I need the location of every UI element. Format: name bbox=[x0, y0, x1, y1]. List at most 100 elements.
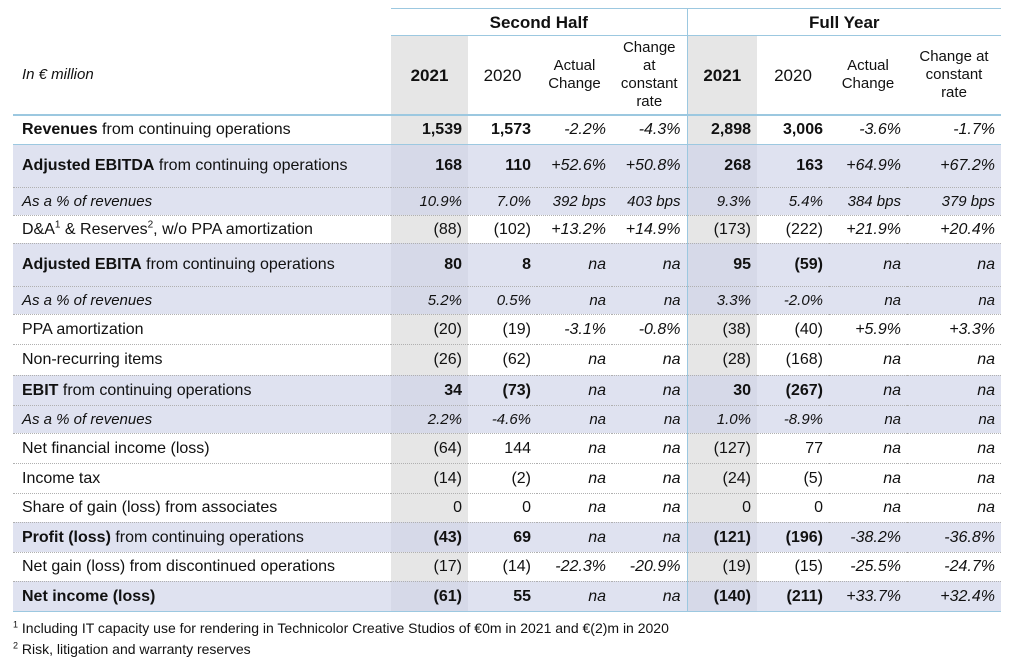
cell: +14.9% bbox=[612, 215, 687, 244]
cell: na bbox=[537, 433, 612, 464]
financial-table: Second Half Full Year In € million 2021 … bbox=[13, 8, 1001, 612]
cell: (5) bbox=[757, 463, 829, 494]
cell: 55 bbox=[468, 581, 537, 612]
cell: na bbox=[907, 375, 1001, 406]
row-label: As a % of revenues bbox=[13, 286, 391, 315]
cell: (59) bbox=[757, 243, 829, 287]
cell: 403 bps bbox=[612, 187, 687, 216]
cell: -4.6% bbox=[468, 405, 537, 434]
cell: (15) bbox=[757, 552, 829, 582]
cell: na bbox=[829, 493, 907, 523]
cell: -0.8% bbox=[612, 314, 687, 345]
cell: (43) bbox=[391, 522, 468, 553]
row-ppa-amortization: PPA amortization (20) (19) -3.1% -0.8% (… bbox=[13, 314, 1001, 345]
cell: +32.4% bbox=[907, 581, 1001, 612]
cell: 268 bbox=[686, 144, 757, 188]
cell: na bbox=[537, 243, 612, 287]
row-adjusted-ebitda: Adjusted EBITDA from continuing operatio… bbox=[13, 144, 1001, 188]
row-ebit: EBIT from continuing operations 34 (73) … bbox=[13, 375, 1001, 406]
cell: 0 bbox=[391, 493, 468, 523]
cell: na bbox=[537, 463, 612, 494]
cell: na bbox=[829, 375, 907, 406]
row-adjusted-ebita: Adjusted EBITA from continuing operation… bbox=[13, 243, 1001, 287]
cell: na bbox=[907, 433, 1001, 464]
cell: +50.8% bbox=[612, 144, 687, 188]
col-fy-2020: 2020 bbox=[757, 35, 829, 116]
row-label: As a % of revenues bbox=[13, 405, 391, 434]
cell: na bbox=[829, 286, 907, 315]
cell: (62) bbox=[468, 344, 537, 376]
cell: -3.1% bbox=[537, 314, 612, 345]
cell: 0.5% bbox=[468, 286, 537, 315]
row-label: Net gain (loss) from discontinued operat… bbox=[13, 552, 391, 582]
cell: na bbox=[612, 522, 687, 553]
cell: na bbox=[907, 243, 1001, 287]
cell: 110 bbox=[468, 144, 537, 188]
cell: (26) bbox=[391, 344, 468, 376]
row-non-recurring: Non-recurring items (26) (62) na na (28)… bbox=[13, 344, 1001, 376]
cell: (121) bbox=[686, 522, 757, 553]
row-label: Adjusted EBITA from continuing operation… bbox=[13, 243, 391, 287]
row-label: Non-recurring items bbox=[13, 344, 391, 376]
row-label: D&A1 & Reserves2, w/o PPA amortization bbox=[13, 215, 391, 244]
cell: -1.7% bbox=[907, 115, 1001, 145]
cell: 1.0% bbox=[686, 405, 757, 434]
cell: 8 bbox=[468, 243, 537, 287]
cell: 392 bps bbox=[537, 187, 612, 216]
cell: 0 bbox=[686, 493, 757, 523]
cell: (2) bbox=[468, 463, 537, 494]
cell: +52.6% bbox=[537, 144, 612, 188]
cell: na bbox=[537, 581, 612, 612]
cell: 1,573 bbox=[468, 115, 537, 145]
cell: na bbox=[612, 243, 687, 287]
financial-table-container: Second Half Full Year In € million 2021 … bbox=[13, 8, 1001, 612]
row-net-financial: Net financial income (loss) (64) 144 na … bbox=[13, 433, 1001, 464]
cell: na bbox=[612, 405, 687, 434]
cell: 2.2% bbox=[391, 405, 468, 434]
col-fy-actual-change: Actual Change bbox=[829, 35, 907, 116]
unit-label: In € million bbox=[13, 35, 391, 116]
row-label: Share of gain (loss) from associates bbox=[13, 493, 391, 523]
full-year-header: Full Year bbox=[686, 8, 1001, 36]
cell: -2.0% bbox=[757, 286, 829, 315]
col-h2-2021: 2021 bbox=[391, 35, 468, 116]
cell: (173) bbox=[686, 215, 757, 244]
cell: 0 bbox=[757, 493, 829, 523]
cell: -38.2% bbox=[829, 522, 907, 553]
cell: na bbox=[829, 433, 907, 464]
cell: +33.7% bbox=[829, 581, 907, 612]
cell: na bbox=[907, 405, 1001, 434]
cell: (73) bbox=[468, 375, 537, 406]
cell: na bbox=[612, 463, 687, 494]
row-associates: Share of gain (loss) from associates 0 0… bbox=[13, 493, 1001, 523]
cell: na bbox=[829, 463, 907, 494]
cell: na bbox=[537, 493, 612, 523]
col-fy-change-constant: Change at constant rate bbox=[907, 35, 1001, 116]
cell: (28) bbox=[686, 344, 757, 376]
second-half-header: Second Half bbox=[391, 8, 687, 36]
cell: (38) bbox=[686, 314, 757, 345]
cell: 144 bbox=[468, 433, 537, 464]
row-ebitda-margin: As a % of revenues 10.9% 7.0% 392 bps 40… bbox=[13, 187, 1001, 216]
cell: 1,539 bbox=[391, 115, 468, 145]
cell: +13.2% bbox=[537, 215, 612, 244]
row-label: Net financial income (loss) bbox=[13, 433, 391, 464]
cell: (222) bbox=[757, 215, 829, 244]
cell: (14) bbox=[391, 463, 468, 494]
cell: 30 bbox=[686, 375, 757, 406]
cell: (14) bbox=[468, 552, 537, 582]
cell: (127) bbox=[686, 433, 757, 464]
cell: +5.9% bbox=[829, 314, 907, 345]
cell: (19) bbox=[686, 552, 757, 582]
cell: -36.8% bbox=[907, 522, 1001, 553]
cell: (168) bbox=[757, 344, 829, 376]
cell: (19) bbox=[468, 314, 537, 345]
cell: (140) bbox=[686, 581, 757, 612]
cell: +21.9% bbox=[829, 215, 907, 244]
cell: na bbox=[829, 243, 907, 287]
cell: (40) bbox=[757, 314, 829, 345]
cell: 34 bbox=[391, 375, 468, 406]
cell: na bbox=[612, 286, 687, 315]
cell: 80 bbox=[391, 243, 468, 287]
row-net-income: Net income (loss) (61) 55 na na (140) (2… bbox=[13, 581, 1001, 612]
